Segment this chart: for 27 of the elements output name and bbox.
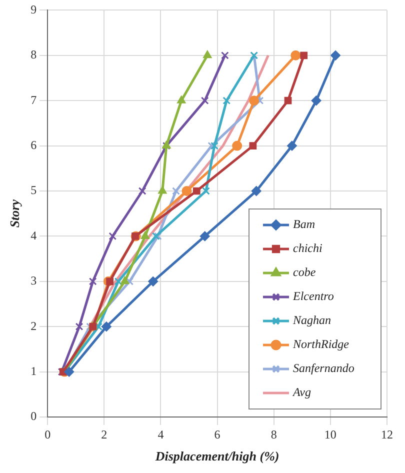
y-tick-label: 9 xyxy=(30,2,37,16)
legend-label: NorthRidge xyxy=(292,337,350,352)
y-tick-label: 4 xyxy=(30,228,37,242)
y-tick-label: 8 xyxy=(30,48,37,62)
x-tick-label: 6 xyxy=(214,427,220,442)
x-tick-label: 4 xyxy=(158,427,164,442)
legend-label: Sanfernando xyxy=(293,361,354,376)
y-tick-label: 0 xyxy=(30,409,37,424)
x-axis-title: Displacement/high (%) xyxy=(154,448,280,464)
x-tick-label: 2 xyxy=(101,427,108,442)
legend-label: Elcentro xyxy=(292,289,334,304)
legend-label: cobe xyxy=(293,265,316,280)
y-axis-title: Story xyxy=(7,199,22,228)
y-tick-label: 3 xyxy=(30,274,37,288)
y-tick-label: 5 xyxy=(30,183,37,198)
legend-label: Avg xyxy=(292,385,311,400)
y-tick-label: 2 xyxy=(30,318,37,333)
legend-label: chichi xyxy=(293,241,322,256)
x-tick-label: 8 xyxy=(270,427,277,442)
legend-label: Naghan xyxy=(292,313,332,328)
y-tick-label: 6 xyxy=(30,138,37,152)
y-tick-label: 1 xyxy=(30,364,37,378)
x-tick-label: 0 xyxy=(44,427,51,442)
x-tick-label: 12 xyxy=(381,427,393,442)
x-tick-label: 10 xyxy=(324,427,336,442)
y-tick-label: 7 xyxy=(30,92,37,107)
legend-label: Bam xyxy=(293,217,316,232)
